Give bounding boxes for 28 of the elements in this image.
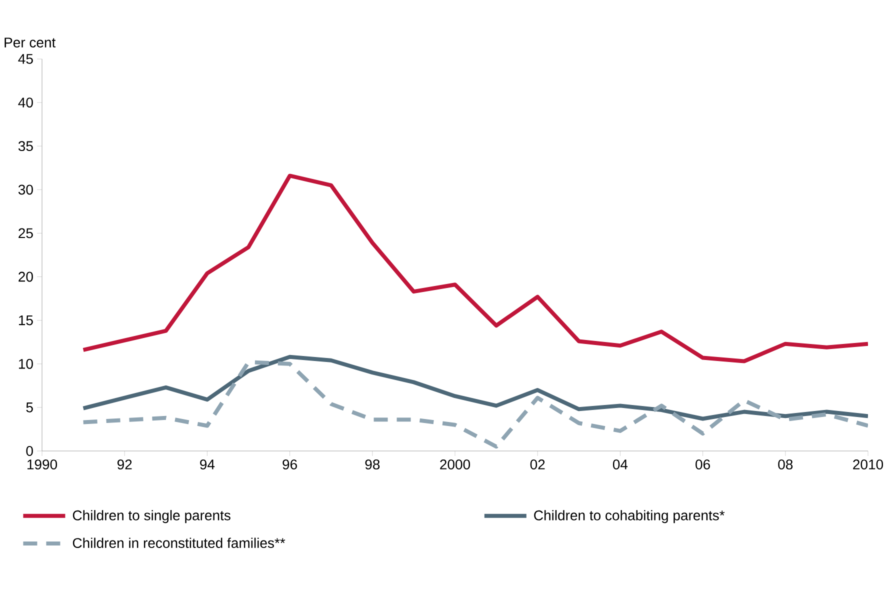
x-tick-label: 1990 [28, 460, 58, 470]
x-tick-label: 94 [200, 460, 215, 470]
legend-label: Children to single parents [72, 510, 230, 524]
y-tick-label: 10 [18, 358, 33, 369]
line-series [81, 360, 868, 449]
x-tick-label: 92 [117, 460, 132, 470]
y-tick-label: 25 [18, 228, 33, 238]
y-tick-label: 35 [18, 141, 33, 152]
y-tick-label: 30 [18, 184, 33, 195]
x-tick-label: 08 [778, 460, 793, 470]
y-tick-label: 45 [18, 54, 33, 64]
y-tick-label: 20 [18, 272, 33, 282]
x-tick-label: 06 [696, 460, 710, 470]
x-tick-label: 02 [530, 460, 545, 470]
x-tick-label: 98 [365, 460, 380, 470]
legend-label: Children in reconstituted families** [72, 538, 286, 548]
line-series [81, 174, 868, 364]
x-tick-label: 2000 [440, 460, 470, 470]
legend-label: Children to cohabiting parents* [534, 510, 725, 524]
y-axis-title: Per cent [4, 38, 56, 48]
y-tick-label: 0 [26, 446, 33, 456]
line-series [81, 354, 868, 421]
x-tick-label: 04 [612, 460, 628, 470]
x-tick-label: 2010 [853, 460, 884, 470]
y-tick-label: 5 [26, 402, 33, 412]
y-tick-label: 15 [18, 315, 33, 326]
y-tick-label: 40 [18, 98, 33, 108]
x-tick-label: 96 [282, 460, 297, 470]
